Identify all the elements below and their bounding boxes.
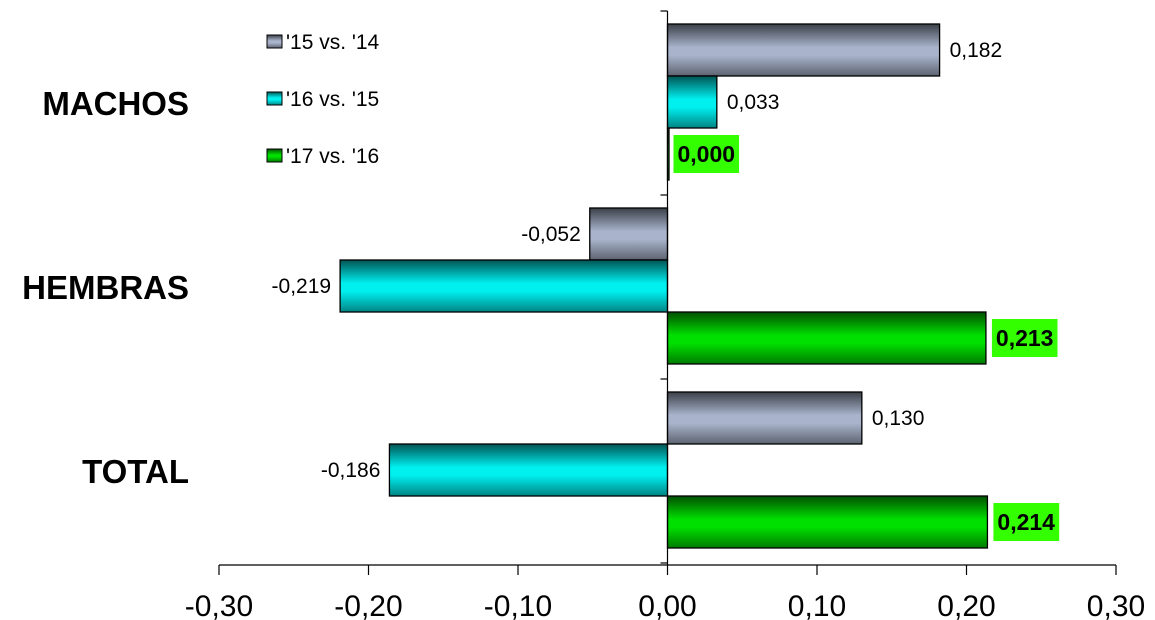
data-label: 0,033 [727, 91, 780, 114]
value-axis-tick-label: 0,00 [638, 590, 696, 620]
axes-group: -0,30 -0,20 -0,10 0,00 0,10 0,20 0,30 [185, 10, 1145, 620]
data-label: 0,000 [678, 141, 736, 167]
legend-label: '15 vs. '14 [286, 31, 380, 54]
bar-machos-series-1 [666, 23, 941, 77]
data-label: 0,214 [997, 509, 1055, 535]
category-label: HEMBRAS [22, 269, 189, 306]
legend-swatch [266, 148, 283, 163]
data-label: -0,052 [521, 223, 581, 246]
value-axis-tick-label: 0,10 [788, 590, 846, 620]
value-axis-tick-label: -0,10 [484, 590, 552, 620]
data-label-highlight [673, 135, 740, 173]
legend-label: '16 vs. '15 [286, 88, 379, 111]
bar-machos-series-2 [666, 75, 718, 129]
bar-total-series-1 [666, 391, 863, 445]
category-label: TOTAL [82, 453, 189, 490]
data-label: 0,182 [950, 39, 1003, 62]
bar-hembras-series-2 [339, 259, 669, 313]
value-axis-tick-label: 0,20 [937, 590, 995, 620]
legend-swatch [266, 91, 283, 106]
bar-total-series-3 [666, 495, 989, 549]
bar-hembras-series-3 [666, 311, 987, 365]
bar-hembras-series-1 [589, 207, 669, 261]
data-label: 0,213 [996, 325, 1054, 351]
category-label: MACHOS [42, 85, 189, 122]
bars-group [339, 23, 989, 549]
legend: '15 vs. '14 '16 vs. '15 '17 vs. '16 [266, 31, 380, 168]
bar-total-series-2 [388, 443, 669, 497]
data-label: -0,219 [272, 275, 332, 298]
value-axis-tick-label: -0,20 [334, 590, 402, 620]
legend-swatch [266, 34, 283, 49]
value-axis-tick-label: 0,30 [1087, 590, 1145, 620]
value-axis-tick-label: -0,30 [185, 590, 253, 620]
data-label: -0,186 [321, 459, 381, 482]
labels-group: 0,182 0,033 0,000 MACHOS -0,052 -0,219 0,213 HE… [22, 39, 1060, 541]
data-label-highlight [993, 503, 1060, 541]
legend-label: '17 vs. '16 [286, 145, 379, 168]
data-label: 0,130 [872, 407, 925, 430]
data-label-highlight [991, 319, 1058, 357]
